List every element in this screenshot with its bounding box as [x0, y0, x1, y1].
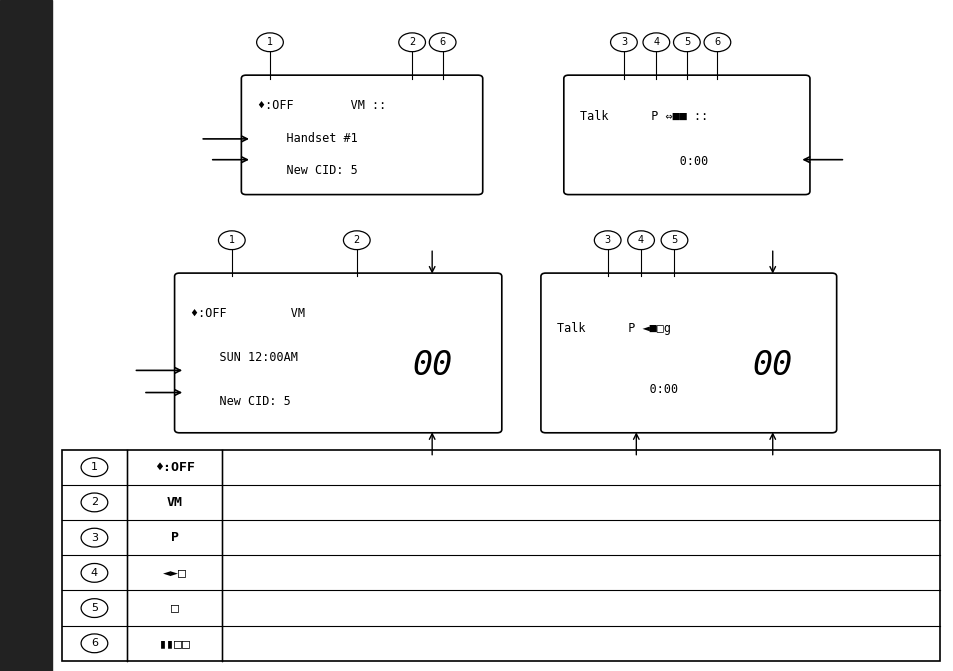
Text: ▮▮□□: ▮▮□□	[158, 637, 191, 650]
Text: Handset #1: Handset #1	[257, 132, 357, 144]
Circle shape	[610, 33, 637, 52]
Circle shape	[627, 231, 654, 250]
Bar	[62, 450, 939, 661]
Text: 6: 6	[91, 638, 98, 648]
Text: 1: 1	[229, 236, 234, 245]
Text: 0:00: 0:00	[557, 383, 678, 396]
Circle shape	[81, 493, 108, 512]
Circle shape	[81, 564, 108, 582]
Text: New CID: 5: New CID: 5	[191, 395, 291, 407]
Text: 3: 3	[604, 236, 610, 245]
Circle shape	[429, 33, 456, 52]
Text: P: P	[171, 531, 178, 544]
Text: 6: 6	[439, 38, 445, 47]
FancyBboxPatch shape	[241, 75, 482, 195]
Text: 1: 1	[91, 462, 98, 472]
Text: 4: 4	[653, 38, 659, 47]
Circle shape	[81, 458, 108, 476]
Text: Talk      P ⇔■■ ::: Talk P ⇔■■ ::	[579, 110, 707, 123]
Circle shape	[81, 634, 108, 653]
Text: New CID: 5: New CID: 5	[257, 164, 357, 176]
Text: Talk      P ◄■□g: Talk P ◄■□g	[557, 322, 670, 335]
Text: SUN 12:00AM: SUN 12:00AM	[191, 351, 297, 364]
Circle shape	[81, 528, 108, 547]
Text: 4: 4	[638, 236, 643, 245]
Text: 5: 5	[91, 603, 98, 613]
Text: 6: 6	[714, 38, 720, 47]
FancyBboxPatch shape	[563, 75, 809, 195]
Text: ♦:OFF         VM: ♦:OFF VM	[191, 307, 304, 320]
Circle shape	[642, 33, 669, 52]
Text: □: □	[171, 602, 178, 615]
Circle shape	[343, 231, 370, 250]
Text: 2: 2	[409, 38, 415, 47]
Circle shape	[660, 231, 687, 250]
Text: 2: 2	[91, 497, 98, 507]
Circle shape	[398, 33, 425, 52]
Text: 2: 2	[354, 236, 359, 245]
Circle shape	[81, 599, 108, 617]
Text: ♦:OFF: ♦:OFF	[154, 461, 194, 474]
Circle shape	[218, 231, 245, 250]
Text: ◄►□: ◄►□	[162, 566, 187, 579]
Text: 5: 5	[683, 38, 689, 47]
Text: 1: 1	[267, 38, 273, 47]
Circle shape	[673, 33, 700, 52]
Text: 5: 5	[671, 236, 677, 245]
Circle shape	[703, 33, 730, 52]
Text: 3: 3	[91, 533, 98, 543]
Circle shape	[594, 231, 620, 250]
Text: 00: 00	[752, 349, 792, 382]
Text: 0:00: 0:00	[579, 156, 707, 168]
Text: 3: 3	[620, 38, 626, 47]
Bar	[0, 0, 52, 671]
Text: 00: 00	[412, 349, 452, 382]
Circle shape	[256, 33, 283, 52]
Text: VM: VM	[167, 496, 182, 509]
FancyBboxPatch shape	[540, 273, 836, 433]
Text: 4: 4	[91, 568, 98, 578]
Text: ♦:OFF        VM ::: ♦:OFF VM ::	[257, 99, 385, 112]
FancyBboxPatch shape	[174, 273, 501, 433]
